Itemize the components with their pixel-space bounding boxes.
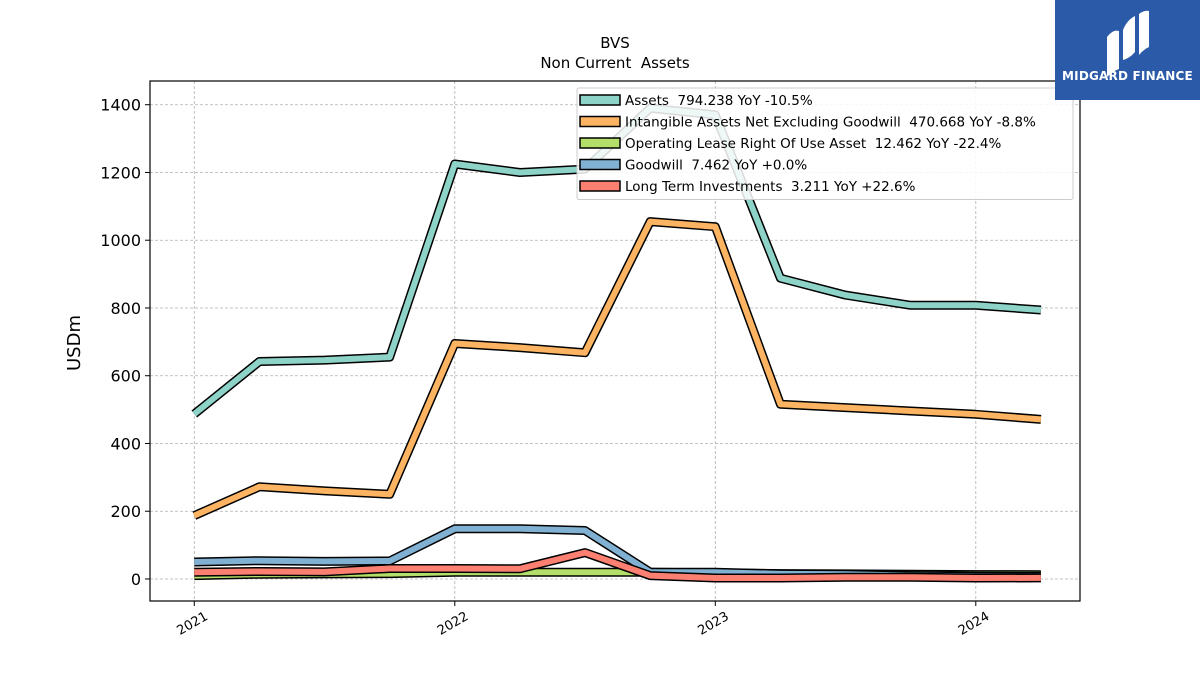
y-tick-label: 1400 [100,96,141,115]
y-axis-label: USDm [64,315,85,371]
x-ticks: 2021 2022 2023 2024 [174,601,992,639]
midgard-finance-logo: MIDGARD FINANCE [1055,0,1200,100]
logo-text: MIDGARD FINANCE [1062,69,1193,83]
legend-swatch [579,115,621,128]
legend-label: Assets 794.238 YoY -10.5% [625,93,813,109]
plot-frame [149,80,1081,602]
y-tick-label: 800 [110,299,141,318]
legend-label: Long Term Investments 3.211 YoY +22.6% [625,179,916,195]
y-ticks: 0 200 400 600 800 1000 1200 1400 [100,96,150,589]
chart-subtitle: Non Current Assets [540,54,690,72]
series-long-term-investments [194,548,1041,583]
series-outline [192,217,1042,520]
legend-box [576,87,1074,200]
legend-swatch [579,180,621,192]
series-intangible-assets-net-excluding-goodwill [192,217,1042,520]
legend-label: Goodwill 7.462 YoY +0.0% [625,158,807,174]
x-tick-label: 2021 [174,609,210,639]
legend-swatch [579,94,621,106]
x-tick-label: 2022 [435,609,471,639]
y-tick-label: 400 [110,434,141,453]
series-line [193,218,1042,519]
logo-mark-icon [1107,10,1149,78]
legend: Assets 794.238 YoY -10.5% Intangible Asse… [576,87,1074,200]
series-line [194,549,1041,581]
legend-swatch [579,158,621,171]
legend-label: Intangible Assets Net Excluding Goodwill… [625,115,1036,131]
chart-title: BVS [600,34,630,52]
legend-label: Operating Lease Right Of Use Asset 12.46… [625,136,1001,152]
y-tick-label: 1000 [100,231,141,250]
legend-swatch [579,137,621,149]
y-tick-label: 1200 [100,163,141,182]
x-tick-label: 2023 [695,609,731,639]
y-tick-label: 200 [110,502,141,521]
y-tick-label: 0 [131,570,141,589]
y-tick-label: 600 [110,367,141,386]
x-tick-label: 2024 [956,609,992,639]
